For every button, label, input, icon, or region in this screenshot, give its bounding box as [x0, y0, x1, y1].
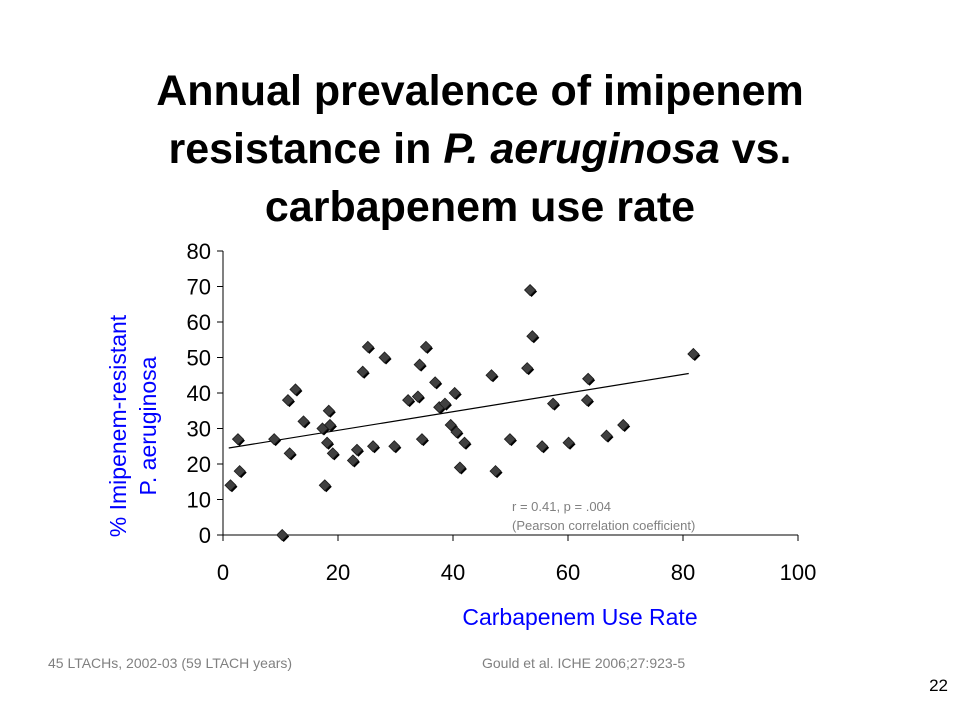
data-point	[523, 283, 537, 297]
data-point	[276, 528, 289, 542]
y-tick-label: 20	[187, 452, 211, 477]
title-line-1: Annual prevalence of imipenem	[156, 67, 804, 115]
data-point	[580, 394, 594, 407]
data-point	[536, 440, 549, 453]
data-point	[231, 433, 245, 446]
data-point	[297, 415, 310, 428]
title-line-3: carbapenem use rate	[264, 183, 696, 231]
data-point	[356, 365, 369, 378]
data-point	[350, 443, 364, 456]
x-tick-label: 100	[780, 560, 817, 585]
data-point	[521, 362, 534, 375]
title-line-2-end: vs.	[719, 125, 792, 173]
x-tick-label: 80	[671, 560, 695, 585]
slide-title: Annual prevalence of imipenem resistance…	[40, 62, 920, 236]
data-point	[582, 372, 595, 385]
data-point	[378, 351, 391, 364]
y-tick-label: 80	[187, 239, 211, 264]
x-tick-label: 20	[326, 560, 350, 585]
data-point	[489, 465, 502, 478]
data-point	[546, 397, 560, 410]
data-point	[283, 447, 296, 460]
data-point	[503, 433, 516, 446]
data-point	[326, 447, 339, 460]
data-point	[224, 479, 237, 492]
y-tick-label: 60	[187, 310, 211, 335]
data-point	[600, 429, 613, 442]
data-point	[388, 440, 401, 453]
y-tick-label: 30	[187, 417, 211, 442]
x-axis-label: Carbapenem Use Rate	[462, 604, 698, 630]
data-point	[419, 340, 433, 353]
y-tick-label: 50	[187, 346, 211, 371]
correlation-annotation-line-1: r = 0.41, p = .004	[512, 499, 611, 514]
data-point	[438, 397, 452, 410]
y-tick-label: 40	[187, 381, 211, 406]
data-point	[448, 386, 461, 400]
y-tick-label: 10	[187, 488, 211, 513]
data-point	[485, 369, 498, 382]
data-point	[346, 454, 360, 467]
data-point	[413, 358, 426, 371]
data-point	[361, 340, 374, 353]
data-point	[233, 465, 246, 478]
data-point	[687, 347, 700, 361]
data-point	[268, 433, 281, 446]
data-point	[323, 418, 337, 432]
x-tick-label: 40	[441, 560, 465, 585]
slide-number: 22	[929, 676, 948, 695]
data-point	[289, 383, 302, 396]
y-tick-label: 70	[187, 275, 211, 300]
data-point	[415, 433, 429, 446]
x-tick-label: 0	[217, 560, 229, 585]
trendline-layer	[228, 372, 689, 449]
data-point	[281, 394, 295, 407]
data-point	[367, 440, 380, 453]
data-point	[321, 436, 334, 449]
x-tick-label: 60	[556, 560, 580, 585]
data-point	[450, 425, 463, 439]
data-point	[411, 390, 424, 403]
y-tick-label: 0	[199, 523, 211, 548]
chart-axes: 0 10 20 30 40 50 60 70 80 0 20 40 60 80 100	[187, 239, 817, 585]
title-organism: P. aeruginosa	[443, 125, 720, 173]
footnote-sample: 45 LTACHs, 2002-03 (59 LTACH years)	[48, 655, 293, 671]
data-point	[617, 418, 630, 432]
data-point	[453, 461, 466, 474]
data-point	[429, 376, 442, 389]
data-point	[402, 394, 415, 407]
data-point	[444, 418, 457, 432]
data-point	[322, 404, 335, 417]
data-point	[318, 479, 331, 492]
data-point	[458, 436, 471, 449]
title-line-2: resistance in P. aeruginosa vs.	[40, 120, 920, 178]
trendline	[228, 372, 689, 449]
data-points	[224, 283, 701, 542]
footnote-citation: Gould et al. ICHE 2006;27:923-5	[482, 655, 686, 671]
data-point	[562, 436, 575, 449]
data-point	[526, 330, 539, 343]
correlation-annotation-line-2: (Pearson correlation coefficient)	[512, 518, 695, 533]
title-line-2-start: resistance in	[168, 125, 444, 173]
